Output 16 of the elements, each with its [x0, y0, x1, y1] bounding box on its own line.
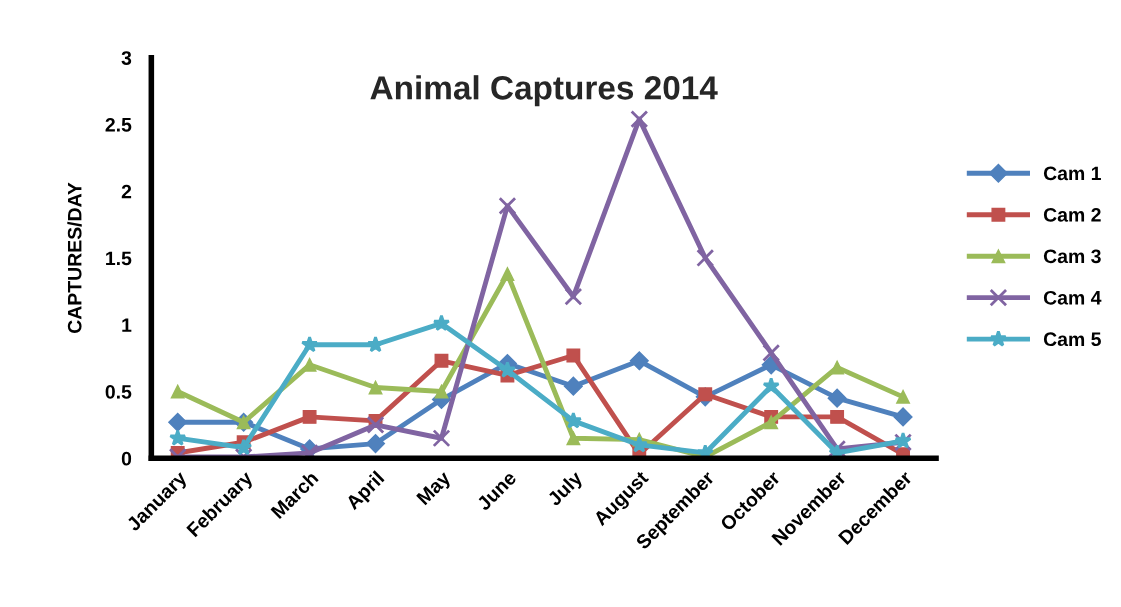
- legend-label: Cam 4: [1043, 290, 1102, 305]
- y-tick-label: 3: [121, 51, 132, 65]
- y-tick-label: 1: [122, 318, 132, 332]
- y-tick-label: 1.5: [106, 251, 132, 266]
- y-tick-label: 2: [121, 184, 132, 199]
- legend-label: Cam 5: [1043, 332, 1101, 347]
- x-tick-label: May: [416, 469, 455, 509]
- y-tick-label: 2.5: [105, 117, 132, 132]
- legend-label: Cam 1: [1043, 166, 1101, 181]
- legend-label: Cam 2: [1043, 207, 1101, 222]
- y-axis-title: CAPTURES/DAY: [67, 182, 82, 333]
- x-tick-label: July: [546, 469, 587, 510]
- y-tick-label: 0: [121, 451, 132, 466]
- y-tick-label: 0.5: [105, 384, 132, 399]
- chart-title: Animal Captures 2014: [370, 75, 718, 107]
- legend-label: Cam 3: [1043, 249, 1101, 264]
